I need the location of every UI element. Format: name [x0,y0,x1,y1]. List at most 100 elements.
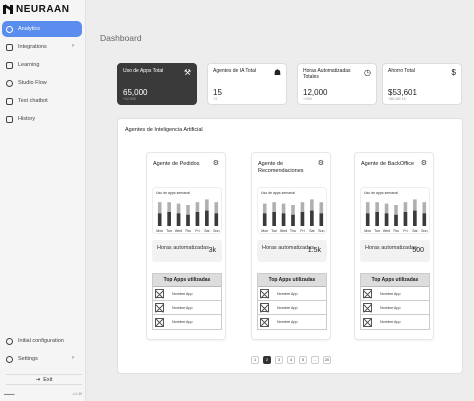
bar-wed-series-1 [176,213,181,226]
table-row[interactable]: Nombre App [258,287,326,301]
stat-value: 12,000 [303,88,328,97]
bar-wed-series-1 [384,213,389,226]
tick-label-mon: Mon [261,229,268,233]
brand-name: NEURAAN [16,4,70,15]
page-button-active[interactable]: 2 [263,356,271,364]
sidebar-item-settings[interactable]: Settings › [2,351,82,367]
bar-sun-series-1 [214,213,219,226]
sidebar-item-label: History [18,116,36,122]
app-name: Nombre App [277,320,298,324]
stat-card-automated-hours: Horas Automatizadas Totales ◷ 12,000 +15… [297,63,377,105]
gear-icon[interactable]: ⚙ [317,160,324,167]
tick-label-sat: Sat [309,229,314,233]
panel-title: Agentes de Inteligencia Artificial [125,127,203,133]
agent-card-backoffice[interactable]: Agente de BackOffice ⚙ Uso de apps seman… [354,152,434,340]
tick-label-sun: Sun [318,229,324,233]
gear-icon [6,337,13,345]
app-name: Nombre App [172,305,193,310]
hours-value: 1.5k [307,247,321,254]
gear-icon[interactable]: ⚙ [212,160,219,167]
clock-icon: ◷ [364,68,371,77]
bar-thu-series-1 [186,214,190,226]
sidebar-item-analytics[interactable]: Analytics [2,21,82,37]
top-apps-header: Top Apps utilizadas [153,274,221,287]
page-button[interactable]: 20 [323,356,331,364]
hours-label: Horas automatizadas [365,245,417,251]
tick-label-sat: Sat [412,229,417,233]
chat-icon [6,97,13,105]
hours-value: 3k [208,247,216,254]
pagination: 1 2 3 4 5 ... 20 [251,356,331,364]
table-row[interactable]: Nombre App [258,301,326,315]
sidebar-item-label: Studio Flow [18,80,47,86]
bar-sun-series-1 [319,213,324,226]
table-row[interactable]: Nombre App [153,301,221,315]
agent-name: Agente de Pedidos [153,161,200,167]
table-row[interactable]: Nombre App [258,315,326,329]
tick-label-wed: Wed [383,229,390,233]
app-name: Nombre App [172,320,193,324]
sidebar-item-test-chatbot[interactable]: Test chatbot [2,93,82,109]
tick-label-mon: Mon [156,229,163,233]
page-button[interactable]: 3 [275,356,283,364]
gear-icon[interactable]: ⚙ [420,160,427,167]
stat-label: Horas Automatizadas Totales [303,68,351,80]
sidebar-item-integrations[interactable]: Integrations › [2,39,82,55]
app-name: Nombre App [277,291,298,296]
table-row[interactable]: Nombre App [361,315,429,329]
brand-logo: NEURAAN [3,4,70,15]
sidebar-item-initial-configuration[interactable]: Initial configuration [2,333,82,349]
app-placeholder-icon [260,303,269,312]
sidebar-item-label: Settings [18,356,38,362]
sidebar-item-label: Analytics [18,26,41,32]
page-button[interactable]: 4 [287,356,295,364]
bar-mon-series-1 [157,213,162,226]
exit-button[interactable]: ⇥ Exit [6,374,82,385]
agent-card-orders[interactable]: Agente de Pedidos ⚙ Uso de apps semanal … [146,152,226,340]
app-placeholder-icon [363,303,372,312]
chevron-right-icon: › [72,43,74,49]
version-label: v.1.49 [72,392,82,396]
tick-label-tue: Tue [374,229,380,233]
table-row[interactable]: Nombre App [153,315,221,329]
bar-fri-series-1 [300,212,305,226]
flow-icon [6,79,13,87]
sidebar: NEURAAN Analytics Integrations › Learnin… [0,0,86,401]
bar-chart: Mon Tue Wed Thu Fri Sat Sun [156,199,219,233]
sidebar-item-label: Integrations [18,44,47,50]
sidebar-item-studio-flow[interactable]: Studio Flow [2,75,82,91]
stat-card-ai-agents: Agentes de IA Total ☗ 15 +3 [207,63,287,105]
tools-icon: ⚒ [183,68,191,77]
bar-tue-series-1 [272,212,276,226]
chart-title: Uso de apps semanal [156,191,190,195]
table-row[interactable]: Nombre App [361,287,429,301]
bar-chart: Mon Tue Wed Thu Fri Sat Sun [261,199,324,233]
bar-fri-series-1 [195,212,200,226]
pie-chart-icon [6,25,13,33]
stat-change: +$8,482.15 [388,97,406,101]
bar-thu-series-1 [394,214,398,226]
bar-wed-series-1 [281,213,286,226]
bar-sat-series-1 [310,210,314,226]
bar-mon-series-1 [262,213,267,226]
version-row: ▬▬▬ v.1.49 [4,392,82,396]
app-name: Nombre App [277,305,298,310]
table-row[interactable]: Nombre App [153,287,221,301]
app-name: Nombre App [380,320,401,324]
tick-label-sun: Sun [213,229,219,233]
sidebar-item-label: Test chatbot [18,98,48,104]
stat-change: +12,000 [123,97,136,101]
agent-card-recommendations[interactable]: Agente de Recomendaciones ⚙ Uso de apps … [251,152,331,340]
table-row[interactable]: Nombre App [361,301,429,315]
page-button[interactable]: 5 [299,356,307,364]
bar-mon-series-1 [365,213,370,226]
stat-card-total-savings: Ahorro Total $ $53,601 +$8,482.15 [382,63,462,105]
page-button[interactable]: 1 [251,356,259,364]
app-placeholder-icon [155,303,164,312]
sidebar-item-learning[interactable]: Learning [2,57,82,73]
agent-name: Agente de Recomendaciones [258,161,304,174]
hours-label: Horas automatizadas [262,245,314,251]
sidebar-item-history[interactable]: History [2,111,82,127]
bar-sat-series-1 [205,210,209,226]
automated-hours-box: Horas automatizadas 500 [360,240,430,262]
